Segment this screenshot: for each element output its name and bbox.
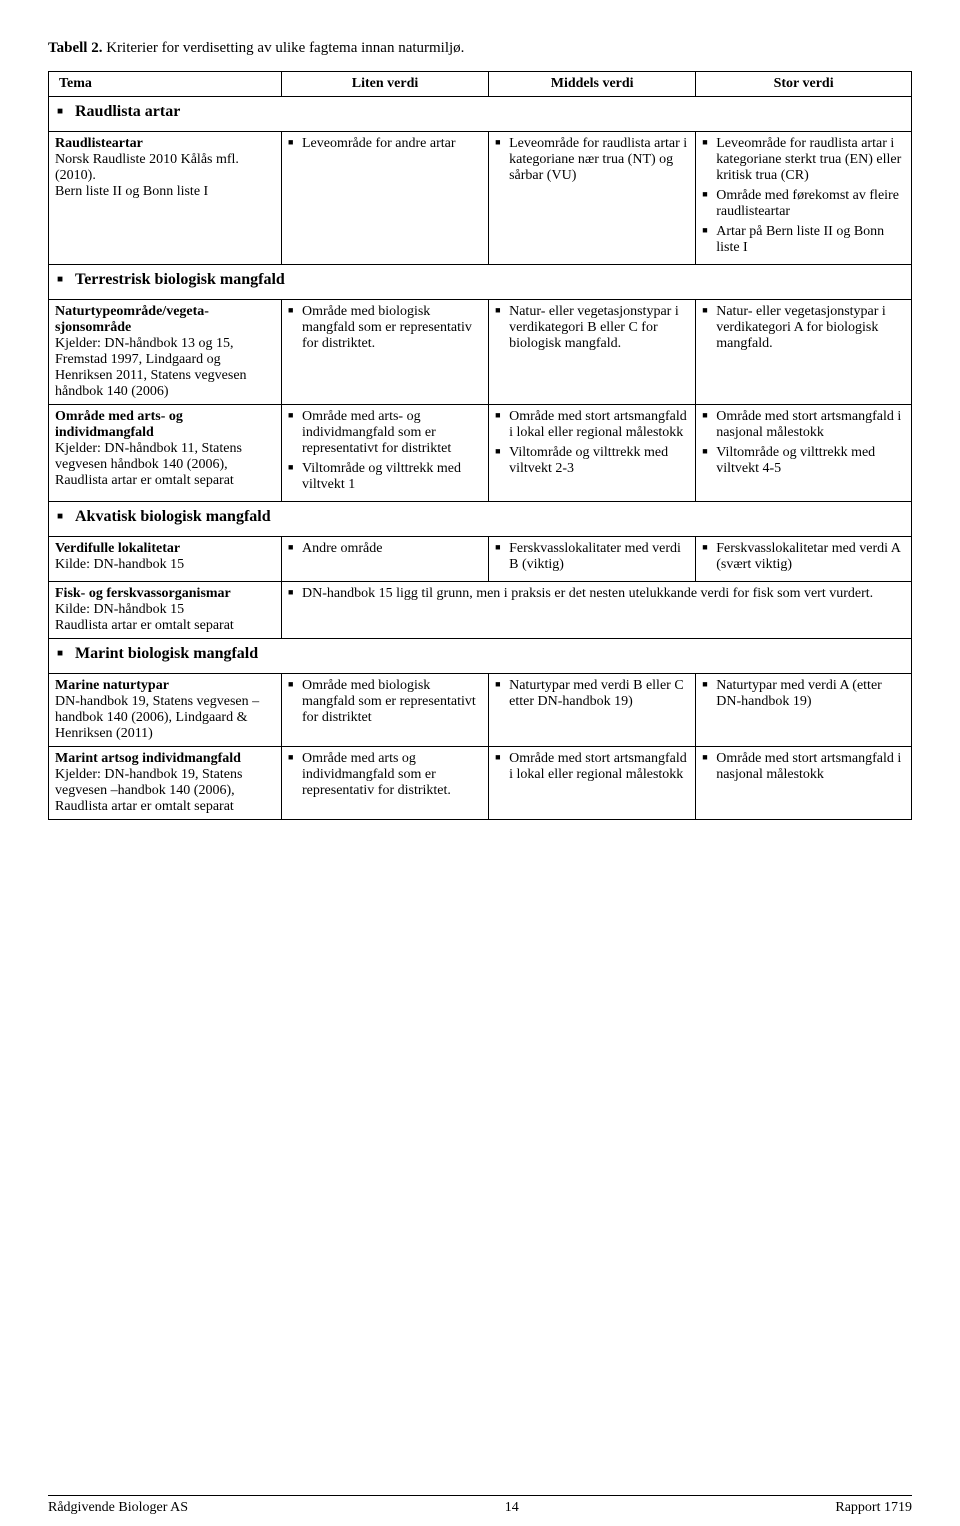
tema-body: Kjelder: DN-handbok 19, Statens vegvesen… [55, 767, 275, 815]
tema-body: DN-handbok 19, Statens vegvesen –handbok… [55, 694, 275, 742]
table-row: Fisk- og ferskvassorganismarKilde: DN-hå… [49, 582, 912, 639]
caption-text: Kriterier for verdisetting av ulike fagt… [102, 40, 464, 56]
section-title: Akvatisk biologisk mangfald [57, 508, 903, 526]
bullet-item: Ferskvasslokalitater med verdi B (viktig… [495, 541, 689, 573]
footer-right: Rapport 1719 [835, 1500, 912, 1516]
bullet-item: Leveområde for raudlista artar i kategor… [495, 136, 689, 184]
tema-body: Kjelder: DN-håndbok 11, Statens vegvesen… [55, 441, 275, 489]
tema-body: Kilde: DN-håndbok 15 Raudlista artar er … [55, 602, 275, 634]
col-middels: Middels verdi [489, 72, 696, 97]
middels-cell: Leveområde for raudlista artar i kategor… [489, 132, 696, 265]
spanning-cell: DN-handbok 15 ligg til grunn, men i prak… [282, 582, 912, 639]
tema-body: Norsk Raudliste 2010 Kålås mfl. (2010). … [55, 152, 275, 200]
liten-cell: Leveområde for andre artar [282, 132, 489, 265]
section-row: Raudlista artar [49, 97, 912, 132]
bullet-item: Område med stort artsmangfald i lokal el… [495, 409, 689, 441]
caption-label: Tabell 2. [48, 40, 102, 56]
stor-cell: Natur- eller vegetasjonstypar i verdikat… [696, 300, 912, 405]
bullet-item: Naturtypar med verdi A (etter DN-handbok… [702, 678, 905, 710]
section-title: Marint biologisk mangfald [57, 645, 903, 663]
liten-cell: Område med biologisk mangfald som er rep… [282, 300, 489, 405]
table-row: Verdifulle lokalitetarKilde: DN-handbok … [49, 537, 912, 582]
tema-cell: Fisk- og ferskvassorganismarKilde: DN-hå… [49, 582, 282, 639]
liten-cell: Område med arts og individmangfald som e… [282, 747, 489, 820]
section-title: Terrestrisk biologisk mangfald [57, 271, 903, 289]
section-row: Terrestrisk biologisk mangfald [49, 265, 912, 300]
tema-cell: Verdifulle lokalitetarKilde: DN-handbok … [49, 537, 282, 582]
table-row: Marine naturtyparDN-handbok 19, Statens … [49, 674, 912, 747]
tema-head: Marine naturtypar [55, 678, 275, 694]
bullet-item: Natur- eller vegetasjonstypar i verdikat… [702, 304, 905, 352]
bullet-item: Leveområde for raudlista artar i kategor… [702, 136, 905, 184]
table-caption: Tabell 2. Kriterier for verdisetting av … [48, 40, 912, 57]
stor-cell: Område med stort artsmangfald i nasjonal… [696, 405, 912, 502]
tema-head: Raudlisteartar [55, 136, 275, 152]
tema-head: Naturtypeområde/vegeta­sjonsområde [55, 304, 275, 336]
footer-left: Rådgivende Biologer AS [48, 1500, 188, 1516]
bullet-item: Område med arts- og individmangfald som … [288, 409, 482, 457]
tema-head: Verdifulle lokalitetar [55, 541, 275, 557]
bullet-item: Område med biologisk mangfald som er rep… [288, 678, 482, 726]
tema-head: Område med arts- og individmangfald [55, 409, 275, 441]
middels-cell: Område med stort artsmangfald i lokal el… [489, 405, 696, 502]
section-row: Marint biologisk mangfald [49, 639, 912, 674]
bullet-item: Ferskvasslokalitetar med verdi A (svært … [702, 541, 905, 573]
page-footer: Rådgivende Biologer AS 14 Rapport 1719 [48, 1495, 912, 1516]
tema-cell: RaudlisteartarNorsk Raudliste 2010 Kålås… [49, 132, 282, 265]
tema-body: Kilde: DN-handbok 15 [55, 557, 275, 573]
middels-cell: Ferskvasslokalitater med verdi B (viktig… [489, 537, 696, 582]
table-row: Område med arts- og individmangfaldKjeld… [49, 405, 912, 502]
bullet-item: Område med stort artsmangfald i nasjonal… [702, 751, 905, 783]
bullet-item: Viltområde og vilttrekk med viltvekt 1 [288, 461, 482, 493]
bullet-item: Naturtypar med verdi B eller C etter DN-… [495, 678, 689, 710]
bullet-item: Andre område [288, 541, 482, 557]
table-header-row: Tema Liten verdi Middels verdi Stor verd… [49, 72, 912, 97]
tema-cell: Naturtypeområde/vegeta­sjonsområdeKjelde… [49, 300, 282, 405]
bullet-item: Område med stort artsmangfald i lokal el… [495, 751, 689, 783]
stor-cell: Leveområde for raudlista artar i kategor… [696, 132, 912, 265]
tema-cell: Marint arts­og individmangfaldKjelder: D… [49, 747, 282, 820]
footer-center: 14 [505, 1500, 519, 1516]
stor-cell: Område med stort artsmangfald i nasjonal… [696, 747, 912, 820]
bullet-item: Viltområde og vilttrekk med viltvekt 4-5 [702, 445, 905, 477]
bullet-item: Område med arts og individmangfald som e… [288, 751, 482, 799]
spanning-text: DN-handbok 15 ligg til grunn, men i prak… [288, 586, 905, 602]
bullet-item: Viltområde og vilttrekk med viltvekt 2-3 [495, 445, 689, 477]
tema-cell: Marine naturtyparDN-handbok 19, Statens … [49, 674, 282, 747]
liten-cell: Område med biologisk mangfald som er rep… [282, 674, 489, 747]
section-title: Raudlista artar [57, 103, 903, 121]
middels-cell: Naturtypar med verdi B eller C etter DN-… [489, 674, 696, 747]
table-row: Naturtypeområde/vegeta­sjonsområdeKjelde… [49, 300, 912, 405]
liten-cell: Andre område [282, 537, 489, 582]
bullet-item: Leveområde for andre artar [288, 136, 482, 152]
liten-cell: Område med arts- og individmangfald som … [282, 405, 489, 502]
bullet-item: Artar på Bern liste II og Bonn liste I [702, 224, 905, 256]
stor-cell: Ferskvasslokalitetar med verdi A (svært … [696, 537, 912, 582]
col-tema: Tema [49, 72, 282, 97]
tema-body: Kjelder: DN-håndbok 13 og 15, Fremstad 1… [55, 336, 275, 400]
bullet-item: Område med stort artsmangfald i nasjonal… [702, 409, 905, 441]
criteria-table: Tema Liten verdi Middels verdi Stor verd… [48, 71, 912, 820]
bullet-item: Område med biologisk mangfald som er rep… [288, 304, 482, 352]
section-row: Akvatisk biologisk mangfald [49, 502, 912, 537]
table-row: Marint arts­og individmangfaldKjelder: D… [49, 747, 912, 820]
bullet-item: Natur- eller vegetasjonstypar i verdikat… [495, 304, 689, 352]
col-liten: Liten verdi [282, 72, 489, 97]
bullet-item: Område med førekomst av fleire raudliste… [702, 188, 905, 220]
table-row: RaudlisteartarNorsk Raudliste 2010 Kålås… [49, 132, 912, 265]
tema-head: Marint arts­og individmangfald [55, 751, 275, 767]
tema-cell: Område med arts- og individmangfaldKjeld… [49, 405, 282, 502]
stor-cell: Naturtypar med verdi A (etter DN-handbok… [696, 674, 912, 747]
col-stor: Stor verdi [696, 72, 912, 97]
tema-head: Fisk- og ferskvassorganismar [55, 586, 275, 602]
middels-cell: Område med stort artsmangfald i lokal el… [489, 747, 696, 820]
middels-cell: Natur- eller vegetasjonstypar i verdikat… [489, 300, 696, 405]
